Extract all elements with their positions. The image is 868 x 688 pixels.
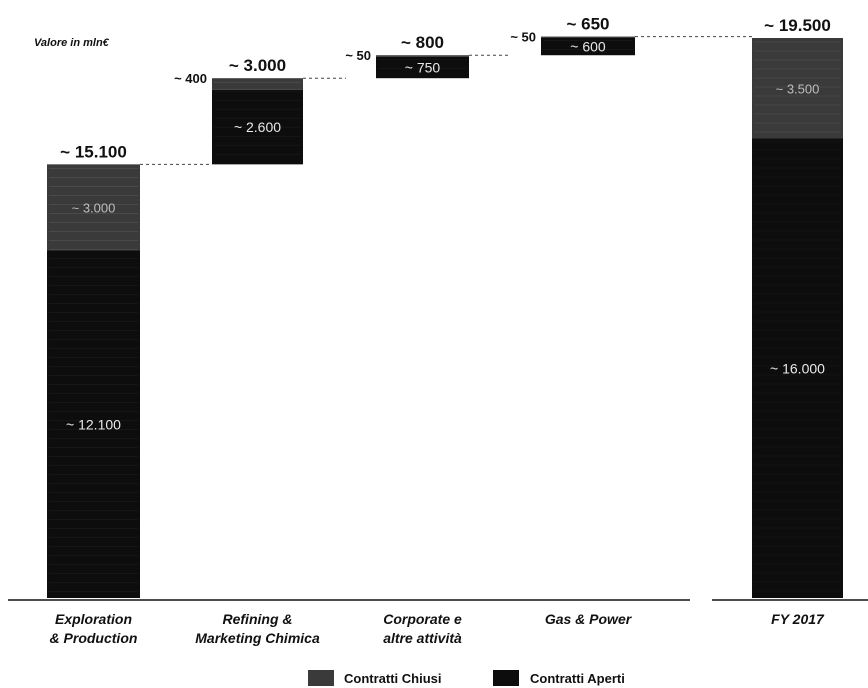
bar-contratti-chiusi: [376, 55, 469, 57]
label-contratti-aperti: ~ 12.100: [66, 416, 121, 432]
category-label: Refining &: [223, 611, 293, 627]
legend-label-contratti-chiusi: Contratti Chiusi: [344, 671, 442, 686]
label-contratti-aperti: ~ 750: [405, 59, 441, 75]
chart-grid: [140, 36, 752, 165]
category-label: Gas & Power: [545, 611, 633, 627]
bar-total-label: ~ 19.500: [764, 16, 831, 35]
category-label: altre attività: [383, 630, 462, 646]
legend: Contratti Chiusi Contratti Aperti: [308, 670, 625, 686]
bar-contratti-chiusi: [541, 36, 635, 38]
label-contratti-chiusi: ~ 3.000: [72, 200, 116, 215]
category-label: Corporate e: [383, 611, 462, 627]
legend-swatch-contratti-chiusi: [308, 670, 334, 686]
bar-texture: [754, 41, 841, 592]
category-label: FY 2017: [771, 611, 825, 627]
unit-label: Valore in mln€: [34, 37, 110, 49]
bar-texture: [543, 40, 633, 50]
legend-label-contratti-aperti: Contratti Aperti: [530, 671, 625, 686]
category-label: Marketing Chimica: [195, 630, 320, 646]
label-contratti-chiusi: ~ 50: [345, 48, 371, 63]
bar-total-label: ~ 650: [566, 15, 609, 34]
bar-contratti-aperti: [376, 56, 469, 79]
chart-axis: Exploration & Production Refining & Marketi…: [8, 599, 868, 646]
category-label: Exploration: [55, 611, 132, 627]
bar-contratti-aperti: [752, 138, 843, 598]
bar-texture: [49, 168, 138, 592]
bar-contratti-chiusi: [212, 78, 303, 90]
label-contratti-chiusi: ~ 50: [510, 30, 536, 45]
bar-texture: [378, 58, 467, 69]
bar-total-label: ~ 800: [401, 33, 444, 52]
label-contratti-chiusi: ~ 3.500: [776, 81, 820, 96]
legend-swatch-contratti-aperti: [493, 670, 519, 686]
label-contratti-aperti: ~ 16.000: [770, 360, 825, 376]
chart-labels: ~ 12.100 ~ 3.000 ~ 15.100 ~ 2.600 ~ 400 ~ 3.0…: [60, 15, 831, 433]
bar-contratti-aperti: [47, 250, 140, 598]
bar-contratti-aperti: [541, 38, 635, 56]
bar-contratti-chiusi: [47, 164, 140, 251]
label-contratti-aperti: ~ 600: [570, 39, 606, 55]
label-contratti-aperti: ~ 2.600: [234, 119, 281, 135]
bar-contratti-chiusi: [752, 38, 843, 139]
chart-bars: [47, 36, 843, 598]
category-label: & Production: [50, 630, 138, 646]
bar-texture: [214, 81, 301, 155]
label-contratti-chiusi: ~ 400: [174, 71, 207, 86]
bar-total-label: ~ 15.100: [60, 142, 127, 161]
bar-total-label: ~ 3.000: [229, 56, 286, 75]
